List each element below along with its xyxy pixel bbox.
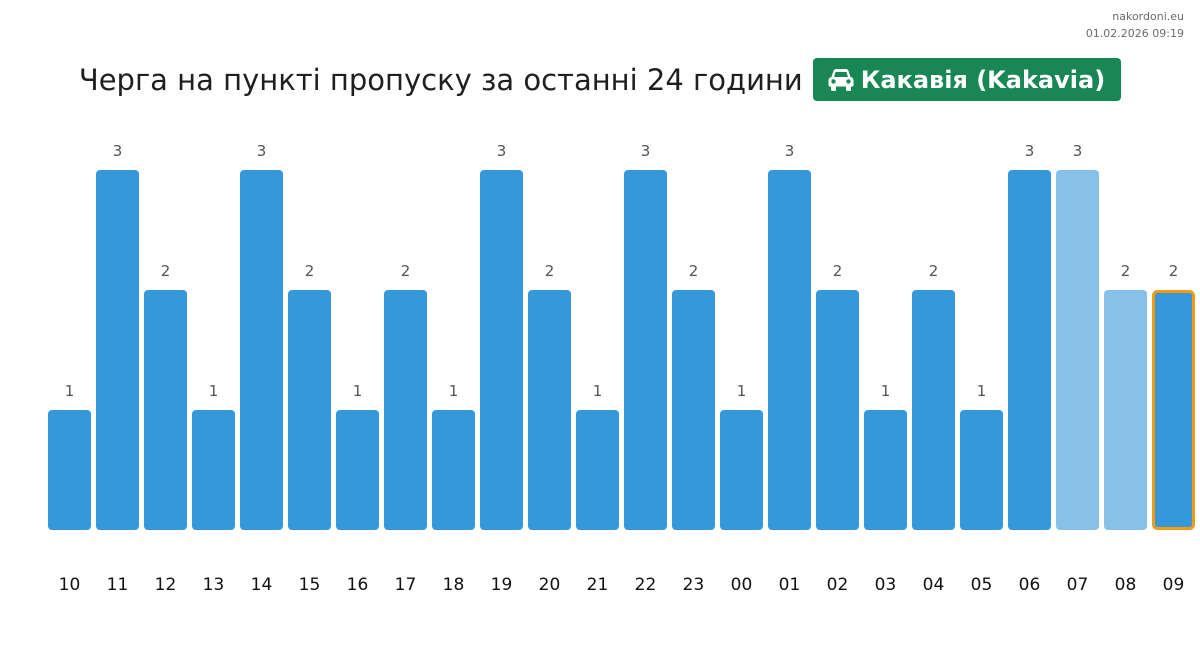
bar-20[interactable] bbox=[528, 290, 571, 530]
value-label-18: 1 bbox=[449, 382, 459, 400]
value-label-07: 3 bbox=[1073, 142, 1083, 160]
chart-title: Черга на пункті пропуску за останні 24 г… bbox=[78, 62, 803, 97]
bar-21[interactable] bbox=[576, 410, 619, 530]
bar-04[interactable] bbox=[912, 290, 955, 530]
tick-label-03: 03 bbox=[875, 575, 897, 595]
source-timestamp: 01.02.2026 09:19 bbox=[1085, 27, 1184, 40]
value-label-13: 1 bbox=[209, 382, 219, 400]
tick-label-10: 10 bbox=[59, 575, 81, 595]
bar-00[interactable] bbox=[720, 410, 763, 530]
value-label-11: 3 bbox=[113, 142, 123, 160]
value-label-10: 1 bbox=[65, 382, 75, 400]
value-label-17: 2 bbox=[401, 262, 411, 280]
value-label-02: 2 bbox=[833, 262, 843, 280]
bar-23[interactable] bbox=[672, 290, 715, 530]
source-site[interactable]: nakordoni.eu bbox=[1112, 10, 1184, 23]
bar-06[interactable] bbox=[1008, 170, 1051, 530]
chart-header: Черга на пункті пропуску за останні 24 г… bbox=[0, 58, 1200, 101]
tick-label-18: 18 bbox=[443, 575, 465, 595]
bar-10[interactable] bbox=[48, 410, 91, 530]
tick-label-05: 05 bbox=[971, 575, 993, 595]
tick-label-06: 06 bbox=[1019, 575, 1041, 595]
bar-14[interactable] bbox=[240, 170, 283, 530]
tick-label-09: 09 bbox=[1163, 575, 1185, 595]
bar-11[interactable] bbox=[96, 170, 139, 530]
tick-label-04: 04 bbox=[923, 575, 945, 595]
tick-label-19: 19 bbox=[491, 575, 513, 595]
bar-13[interactable] bbox=[192, 410, 235, 530]
value-label-00: 1 bbox=[737, 382, 747, 400]
tick-label-12: 12 bbox=[155, 575, 177, 595]
value-label-23: 2 bbox=[689, 262, 699, 280]
tick-label-22: 22 bbox=[635, 575, 657, 595]
bar-09[interactable] bbox=[1152, 290, 1195, 530]
tick-label-08: 08 bbox=[1115, 575, 1137, 595]
value-label-12: 2 bbox=[161, 262, 171, 280]
checkpoint-name: Какавія (Kakavia) bbox=[860, 65, 1106, 94]
bar-19[interactable] bbox=[480, 170, 523, 530]
value-label-08: 2 bbox=[1121, 262, 1131, 280]
bar-22[interactable] bbox=[624, 170, 667, 530]
bar-07[interactable] bbox=[1056, 170, 1099, 530]
bar-02[interactable] bbox=[816, 290, 859, 530]
value-label-05: 1 bbox=[977, 382, 987, 400]
value-label-09: 2 bbox=[1169, 262, 1179, 280]
tick-label-20: 20 bbox=[539, 575, 561, 595]
tick-label-16: 16 bbox=[347, 575, 369, 595]
value-label-16: 1 bbox=[353, 382, 363, 400]
bar-12[interactable] bbox=[144, 290, 187, 530]
bar-05[interactable] bbox=[960, 410, 1003, 530]
bar-18[interactable] bbox=[432, 410, 475, 530]
value-label-22: 3 bbox=[641, 142, 651, 160]
bar-15[interactable] bbox=[288, 290, 331, 530]
value-label-06: 3 bbox=[1025, 142, 1035, 160]
tick-label-11: 11 bbox=[107, 575, 129, 595]
bar-16[interactable] bbox=[336, 410, 379, 530]
tick-label-02: 02 bbox=[827, 575, 849, 595]
bar-08[interactable] bbox=[1104, 290, 1147, 530]
value-label-03: 1 bbox=[881, 382, 891, 400]
source-info: nakordoni.eu 01.02.2026 09:19 bbox=[1086, 8, 1184, 42]
value-label-20: 2 bbox=[545, 262, 555, 280]
value-label-01: 3 bbox=[785, 142, 795, 160]
tick-label-13: 13 bbox=[203, 575, 225, 595]
bar-01[interactable] bbox=[768, 170, 811, 530]
bar-03[interactable] bbox=[864, 410, 907, 530]
bar-17[interactable] bbox=[384, 290, 427, 530]
tick-label-14: 14 bbox=[251, 575, 273, 595]
tick-label-17: 17 bbox=[395, 575, 417, 595]
tick-label-23: 23 bbox=[683, 575, 705, 595]
checkpoint-badge: Какавія (Kakavia) bbox=[812, 58, 1122, 101]
tick-label-00: 00 bbox=[731, 575, 753, 595]
tick-label-15: 15 bbox=[299, 575, 321, 595]
value-label-21: 1 bbox=[593, 382, 603, 400]
value-label-14: 3 bbox=[257, 142, 267, 160]
value-label-19: 3 bbox=[497, 142, 507, 160]
tick-label-01: 01 bbox=[779, 575, 801, 595]
value-label-04: 2 bbox=[929, 262, 939, 280]
tick-label-21: 21 bbox=[587, 575, 609, 595]
value-label-15: 2 bbox=[305, 262, 315, 280]
car-icon bbox=[828, 68, 854, 91]
tick-label-07: 07 bbox=[1067, 575, 1089, 595]
